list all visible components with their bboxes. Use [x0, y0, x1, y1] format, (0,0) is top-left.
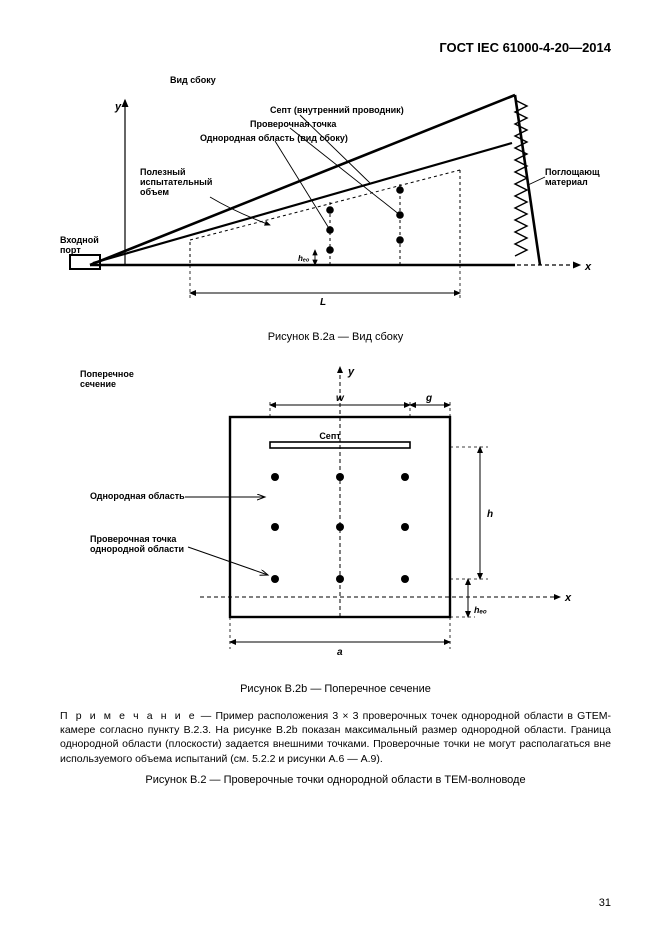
note-text: П р и м е ч а н и е — Пример расположени…	[60, 709, 611, 766]
figure-a-side-view: Вид сбоку y x	[60, 65, 611, 325]
figB-g-label: g	[425, 393, 432, 404]
figB-testpt-label: Проверочная точка однородной области	[90, 534, 184, 554]
figB-uniform-label: Однородная область	[90, 491, 185, 501]
figB-yaxis: y	[347, 366, 355, 378]
figB-caption: Рисунок В.2b — Поперечное сечение	[60, 683, 611, 695]
figB-h-label: h	[487, 509, 493, 520]
figA-port-label: Входной порт	[60, 235, 101, 255]
figB-a-label: a	[337, 647, 343, 658]
figB-title: Поперечное сечение	[80, 369, 136, 389]
figA-y-axis-label: y	[114, 101, 122, 113]
figA-title: Вид сбоку	[170, 75, 216, 85]
figA-septum-label: Септ (внутренний проводник)	[270, 105, 404, 115]
figA-usablevol-label: Полезный испытательный объем	[140, 167, 215, 197]
figA-absorber-label: Поглощающий материал	[545, 167, 600, 187]
figB-heo-label: hₑₒ	[474, 605, 487, 615]
figA-caption: Рисунок В.2а — Вид сбоку	[60, 331, 611, 343]
figB-xaxis: x	[564, 592, 572, 604]
figA-testpoint-label: Проверочная точка	[250, 119, 337, 129]
doc-header: ГОСТ IEC 61000-4-20—2014	[60, 40, 611, 55]
figB-w-label: w	[336, 393, 345, 404]
figA-L-label: L	[320, 297, 326, 308]
note-label: П р и м е ч а н и е	[60, 710, 197, 722]
figB-septum-label: Септ	[319, 431, 341, 441]
page-number: 31	[599, 897, 611, 909]
figA-x-axis-label: x	[584, 261, 592, 273]
main-caption: Рисунок В.2 — Проверочные точки однородн…	[60, 774, 611, 786]
figure-b-cross-section: Поперечное сечение y x Септ	[60, 357, 611, 677]
figA-heo-label: hₑₒ	[298, 254, 310, 263]
figA-uniform-label: Однородная область (вид сбоку)	[200, 133, 348, 143]
